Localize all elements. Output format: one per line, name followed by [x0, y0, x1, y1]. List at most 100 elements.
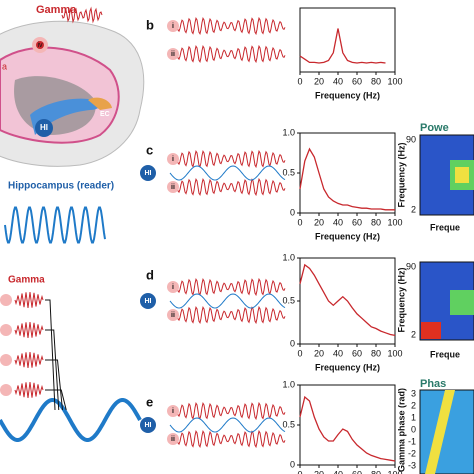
- node-iv-core: [36, 41, 44, 49]
- theta-wave-big: [0, 398, 142, 442]
- neuron-label: ii: [171, 51, 175, 58]
- neuron: [0, 324, 12, 336]
- neuron: [0, 294, 12, 306]
- x-tick-label: 60: [352, 469, 362, 474]
- gamma-wave: [169, 305, 286, 325]
- phase-tick: 0: [411, 424, 416, 434]
- heat-ylabel: Frequency (Hz): [396, 142, 406, 207]
- hi-node: [140, 165, 156, 181]
- x-tick-label: 100: [387, 348, 402, 358]
- phase-tick: -1: [408, 436, 416, 446]
- x-tick-label: 0: [297, 217, 302, 227]
- theta-wave: [169, 293, 286, 309]
- x-tick-label: 0: [297, 469, 302, 474]
- x-tick-label: 80: [371, 76, 381, 86]
- cut-label: a: [2, 61, 7, 71]
- theta-wave: [4, 206, 106, 244]
- x-tick-label: 80: [371, 348, 381, 358]
- spectrum-line: [299, 28, 386, 64]
- heat-ylabel: Frequency (Hz): [396, 267, 406, 332]
- panel-letter: b: [146, 17, 154, 32]
- gamma-wave: [169, 16, 286, 36]
- phase-tick: -2: [408, 448, 416, 458]
- x-tick-label: 20: [314, 76, 324, 86]
- neuron: [167, 281, 179, 293]
- plot-frame: [299, 7, 396, 73]
- neuron-label: ii: [171, 436, 175, 443]
- neuron: [167, 433, 179, 445]
- arrow-line: [45, 299, 56, 411]
- theta-wave: [169, 417, 286, 433]
- plot-frame: [299, 384, 396, 466]
- x-tick-label: 40: [333, 217, 343, 227]
- y-tick-label: 0.5: [282, 419, 295, 429]
- hi-node: [140, 293, 156, 309]
- phase-ylabel: Gamma phase (rad): [396, 388, 406, 472]
- heat-tick: 2: [411, 204, 416, 214]
- hi-label: HI: [145, 298, 152, 305]
- phase-tick: -3: [408, 460, 416, 470]
- neuron-label: i: [172, 284, 174, 291]
- y-tick-label: 0: [290, 338, 295, 348]
- x-tick-label: 100: [387, 76, 402, 86]
- y-tick-label: 0.5: [282, 295, 295, 305]
- heat-xlabel: Freque: [430, 349, 460, 359]
- hi-node: [140, 417, 156, 433]
- x-tick-label: 0: [297, 76, 302, 86]
- y-tick-label: 1.0: [282, 379, 295, 389]
- x-tick-label: 60: [352, 76, 362, 86]
- neuron: [0, 384, 12, 396]
- neuron-label: i: [172, 408, 174, 415]
- gamma-burst: [14, 291, 44, 309]
- y-tick-label: 0: [290, 459, 295, 469]
- hi-label: HI: [145, 170, 152, 177]
- gamma-wave: [169, 149, 286, 169]
- y-tick-label: 1.0: [282, 252, 295, 262]
- y-tick-label: 0.5: [282, 167, 295, 177]
- hi-label: HI: [40, 123, 48, 132]
- heat-tick: 90: [406, 134, 416, 144]
- theta-wave: [169, 165, 286, 181]
- phase-title: Phas: [420, 378, 446, 390]
- hippocampus-shape: [30, 98, 101, 135]
- heatmap-blob: [450, 290, 474, 315]
- gamma-burst: [14, 381, 44, 399]
- x-tick-label: 20: [314, 217, 324, 227]
- heat-tick: 90: [406, 261, 416, 271]
- arrow-line: [45, 389, 67, 411]
- neuron: [167, 181, 179, 193]
- neuron-label: i: [172, 23, 174, 30]
- x-tick-label: 20: [314, 348, 324, 358]
- gamma-wave: [61, 6, 103, 24]
- x-tick-label: 80: [371, 217, 381, 227]
- gamma-wave: [169, 401, 286, 421]
- neuron: [167, 48, 179, 60]
- phase-tick: 1: [411, 412, 416, 422]
- panel-letter: c: [146, 142, 153, 157]
- neuron: [167, 20, 179, 32]
- heat-xlabel: Freque: [430, 222, 460, 232]
- neuron: [0, 354, 12, 366]
- arrow-line: [45, 329, 60, 411]
- x-tick-label: 80: [371, 469, 381, 474]
- x-tick-label: 60: [352, 217, 362, 227]
- hi-node: [35, 119, 53, 137]
- x-axis-label: Frequency (Hz): [315, 90, 380, 100]
- gamma-wave: [169, 177, 286, 197]
- heat-tick: 2: [411, 329, 416, 339]
- ec-shape: [88, 97, 112, 110]
- gamma-wave: [169, 429, 286, 449]
- x-tick-label: 100: [387, 469, 402, 474]
- neuron-label: i: [172, 156, 174, 163]
- neuron: [167, 405, 179, 417]
- neuron: [167, 153, 179, 165]
- x-tick-label: 60: [352, 348, 362, 358]
- arrow-line: [45, 359, 63, 411]
- neuron: [167, 309, 179, 321]
- hi-label: HI: [145, 422, 152, 429]
- neuron-label: ii: [171, 312, 175, 319]
- phase-tick: 3: [411, 388, 416, 398]
- heatmap-blob: [421, 322, 441, 339]
- gamma-burst: [14, 351, 44, 369]
